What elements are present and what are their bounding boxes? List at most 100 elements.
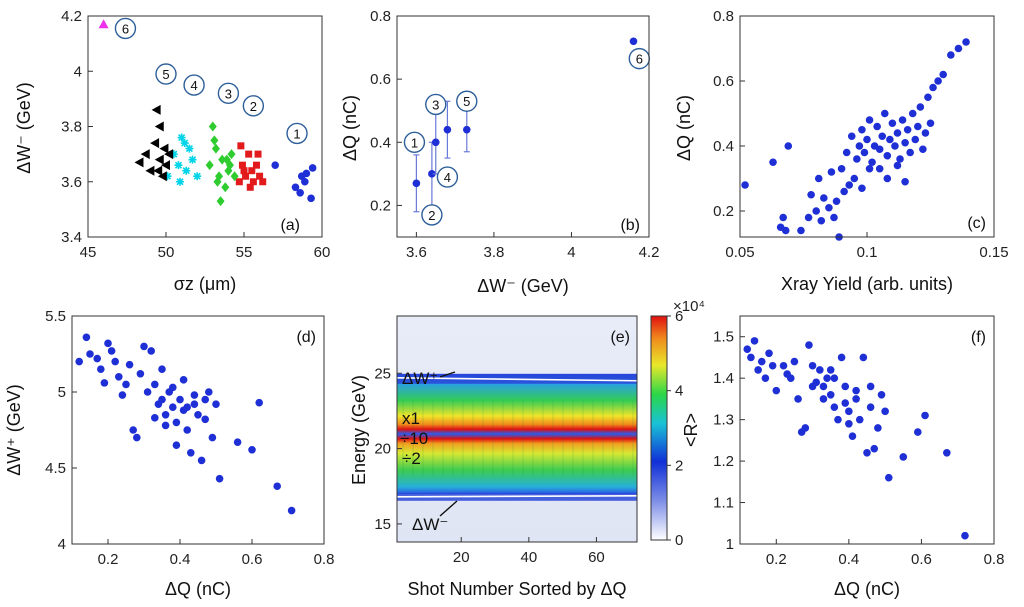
data-point	[852, 386, 860, 395]
data-point	[794, 395, 802, 403]
colorbar-tick-label: 4	[675, 383, 683, 400]
data-point	[819, 395, 828, 403]
point-diamond	[230, 171, 239, 182]
data-point	[136, 369, 145, 378]
data-point	[870, 444, 879, 453]
y-tick-label: 5	[58, 384, 66, 401]
point-triangle-left	[159, 143, 169, 154]
data-point	[428, 170, 436, 178]
colorbar-multiplier: ×10⁴	[673, 298, 705, 315]
data-point	[151, 380, 159, 389]
x-tick-label: 0.4	[170, 551, 191, 568]
data-point	[914, 428, 922, 436]
data-point	[757, 357, 766, 366]
data-point	[875, 164, 884, 173]
point-triangle-left	[161, 160, 170, 171]
panel-e-ylabel: Energy (GeV)	[349, 375, 369, 485]
data-point	[858, 125, 866, 134]
data-point	[858, 184, 866, 193]
x-tick-label: 55	[236, 244, 253, 261]
annotation-label: 4	[190, 78, 197, 93]
panel-b-xlabel: ΔW⁻ (GeV)	[477, 276, 569, 296]
data-point	[172, 441, 181, 450]
point-triangle-left	[150, 138, 160, 149]
colorbar-tick-label: 0	[675, 532, 683, 549]
data-point	[817, 216, 826, 225]
data-point	[115, 373, 123, 381]
panel-f-label: (f)	[971, 329, 986, 346]
point-diamond	[227, 149, 236, 160]
data-point	[863, 135, 871, 144]
overlay-w-minus: ΔW⁻	[412, 515, 448, 534]
data-point	[431, 138, 440, 147]
data-point	[827, 168, 836, 176]
point-triangle-left	[153, 165, 163, 176]
data-point	[919, 145, 927, 154]
data-point	[840, 187, 848, 196]
data-point	[255, 398, 263, 407]
panel-a-xlabel: σz (μm)	[174, 274, 236, 294]
point-asterisk	[174, 161, 183, 170]
point-square	[252, 161, 260, 169]
y-tick-label: 25	[374, 365, 391, 382]
data-point	[197, 456, 206, 465]
upper-boundary-line	[396, 376, 638, 382]
data-point	[901, 177, 909, 186]
data-point	[97, 365, 105, 374]
data-point	[140, 342, 148, 351]
data-point	[916, 103, 925, 111]
annotation-ring	[114, 17, 137, 40]
data-point	[190, 400, 199, 408]
data-point	[772, 386, 781, 395]
annotation-label: 1	[293, 126, 300, 141]
data-point	[866, 382, 875, 391]
point-asterisk	[193, 172, 202, 181]
data-point	[921, 129, 930, 137]
y-tick-label: 0.8	[370, 8, 391, 25]
data-point	[830, 213, 838, 222]
point-asterisk	[188, 155, 197, 164]
y-tick-label: 20	[374, 441, 391, 458]
data-point	[133, 433, 141, 442]
data-point	[143, 388, 152, 396]
data-point	[161, 421, 170, 430]
data-point	[750, 337, 759, 345]
annotation-label: 6	[636, 52, 643, 67]
annotation-ring	[403, 131, 426, 153]
data-point	[808, 361, 817, 370]
data-point	[273, 482, 282, 491]
data-point	[934, 77, 942, 85]
point-diamond	[222, 154, 231, 165]
data-point	[784, 142, 793, 150]
data-point	[118, 391, 127, 399]
point-square	[245, 150, 253, 158]
annotation-ring	[436, 166, 459, 188]
data-point	[761, 374, 770, 382]
data-point	[190, 391, 199, 399]
y-tick-label: 1.3	[713, 412, 734, 429]
point-diamond	[221, 182, 230, 193]
point-triangle-left	[157, 171, 167, 182]
y-tick-label: 4	[74, 63, 82, 80]
x-tick-label: 60	[588, 549, 605, 566]
data-point	[924, 93, 932, 102]
y-tick-label: 1.2	[713, 453, 734, 470]
data-point	[823, 374, 831, 382]
x-tick-label: 0.4	[838, 551, 859, 568]
data-point	[875, 145, 884, 154]
data-point	[820, 194, 828, 202]
data-point	[891, 142, 899, 150]
annotation-ring	[421, 204, 443, 226]
data-point	[629, 37, 638, 46]
y-tick-label: 0.6	[370, 71, 391, 88]
point-circle	[301, 177, 309, 186]
y-tick-label: 1.5	[713, 329, 734, 346]
y-tick-label: 0.2	[713, 203, 734, 220]
data-point	[808, 382, 817, 391]
data-point	[845, 419, 853, 428]
data-point	[962, 38, 970, 46]
data-point	[790, 357, 799, 366]
annotation-label: 5	[463, 94, 470, 109]
x-tick-label: 0.1	[857, 244, 878, 261]
